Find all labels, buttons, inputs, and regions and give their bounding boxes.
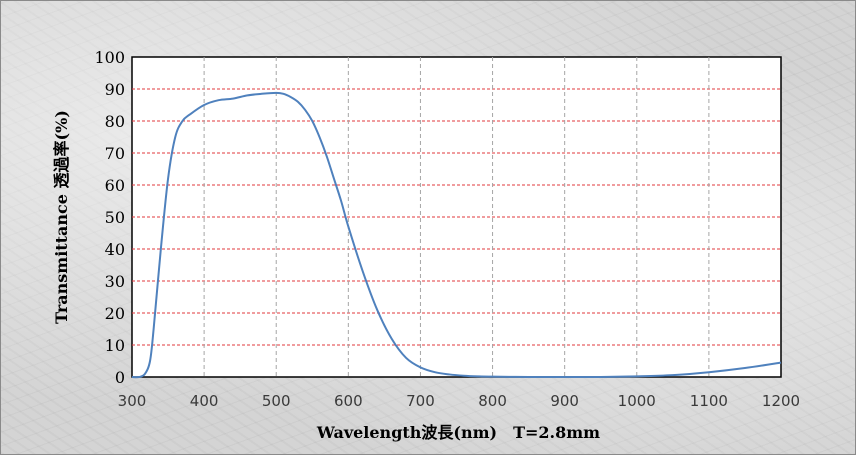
- x-tick-label: 900: [550, 392, 579, 410]
- transmittance-curve: [131, 91, 782, 379]
- x-tick-label: 300: [118, 392, 147, 410]
- x-tick-label: 400: [190, 392, 219, 410]
- y-tick-label: 20: [105, 304, 125, 323]
- x-tick-label: 800: [478, 392, 507, 410]
- x-axis-title: Wavelength波長(nm) T=2.8mm: [316, 423, 600, 442]
- y-axis-ticks: 0 10 20 30 40 50 60 70 80 90 100: [94, 48, 125, 387]
- x-tick-label: 700: [406, 392, 435, 410]
- y-tick-label: 100: [94, 48, 125, 67]
- y-tick-label: 70: [105, 144, 125, 163]
- y-tick-label: 90: [105, 80, 125, 99]
- x-tick-label: 1100: [690, 392, 728, 410]
- y-tick-label: 0: [115, 368, 125, 387]
- y-tick-label: 80: [105, 112, 125, 131]
- y-tick-label: 30: [105, 272, 125, 291]
- x-tick-label: 600: [334, 392, 363, 410]
- grid-lines: [132, 57, 781, 377]
- y-tick-label: 60: [105, 176, 125, 195]
- y-tick-label: 40: [105, 240, 125, 259]
- x-axis-ticks: 300 400 500 600 700 800 900 1000 1100 1200: [118, 392, 800, 410]
- y-tick-label: 10: [105, 336, 125, 355]
- x-tick-label: 1000: [618, 392, 656, 410]
- x-tick-label: 500: [262, 392, 291, 410]
- y-tick-label: 50: [105, 208, 125, 227]
- x-tick-label: 1200: [762, 392, 800, 410]
- y-axis-title: Transmittance 透過率(%): [52, 110, 71, 324]
